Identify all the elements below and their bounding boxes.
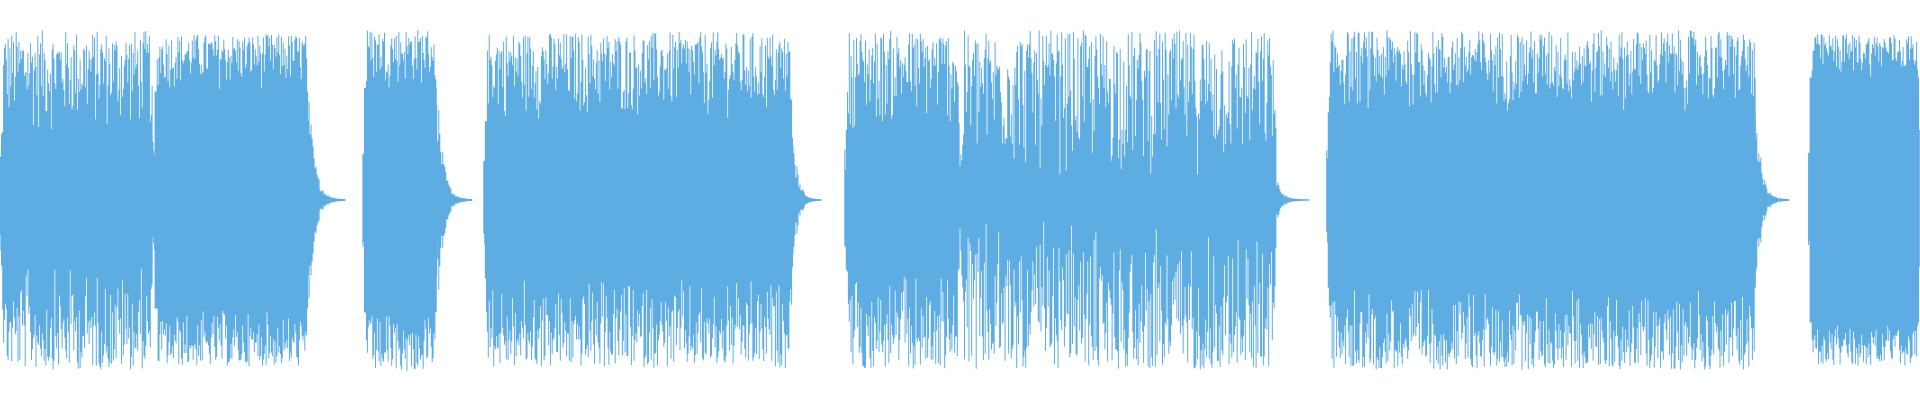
waveform-segment-3 [362, 30, 473, 371]
waveform-segment-1 [0, 30, 154, 370]
waveform-segment-2 [153, 34, 346, 367]
waveform-peaks [362, 30, 473, 371]
waveform-peaks [959, 30, 1310, 370]
waveform-marks [0, 30, 1920, 371]
waveform-peaks [0, 30, 154, 370]
waveform-peaks [1808, 34, 1920, 366]
waveform-peaks [1326, 30, 1790, 370]
waveform-peaks [844, 31, 961, 369]
waveform-peaks [483, 32, 822, 368]
waveform-segment-8 [1808, 34, 1920, 366]
waveform-peaks [153, 34, 346, 367]
waveform-segment-4 [483, 32, 822, 368]
waveform-segment-7 [1326, 30, 1790, 370]
waveform-segment-5 [844, 31, 961, 369]
waveform-segment-6 [959, 30, 1310, 370]
